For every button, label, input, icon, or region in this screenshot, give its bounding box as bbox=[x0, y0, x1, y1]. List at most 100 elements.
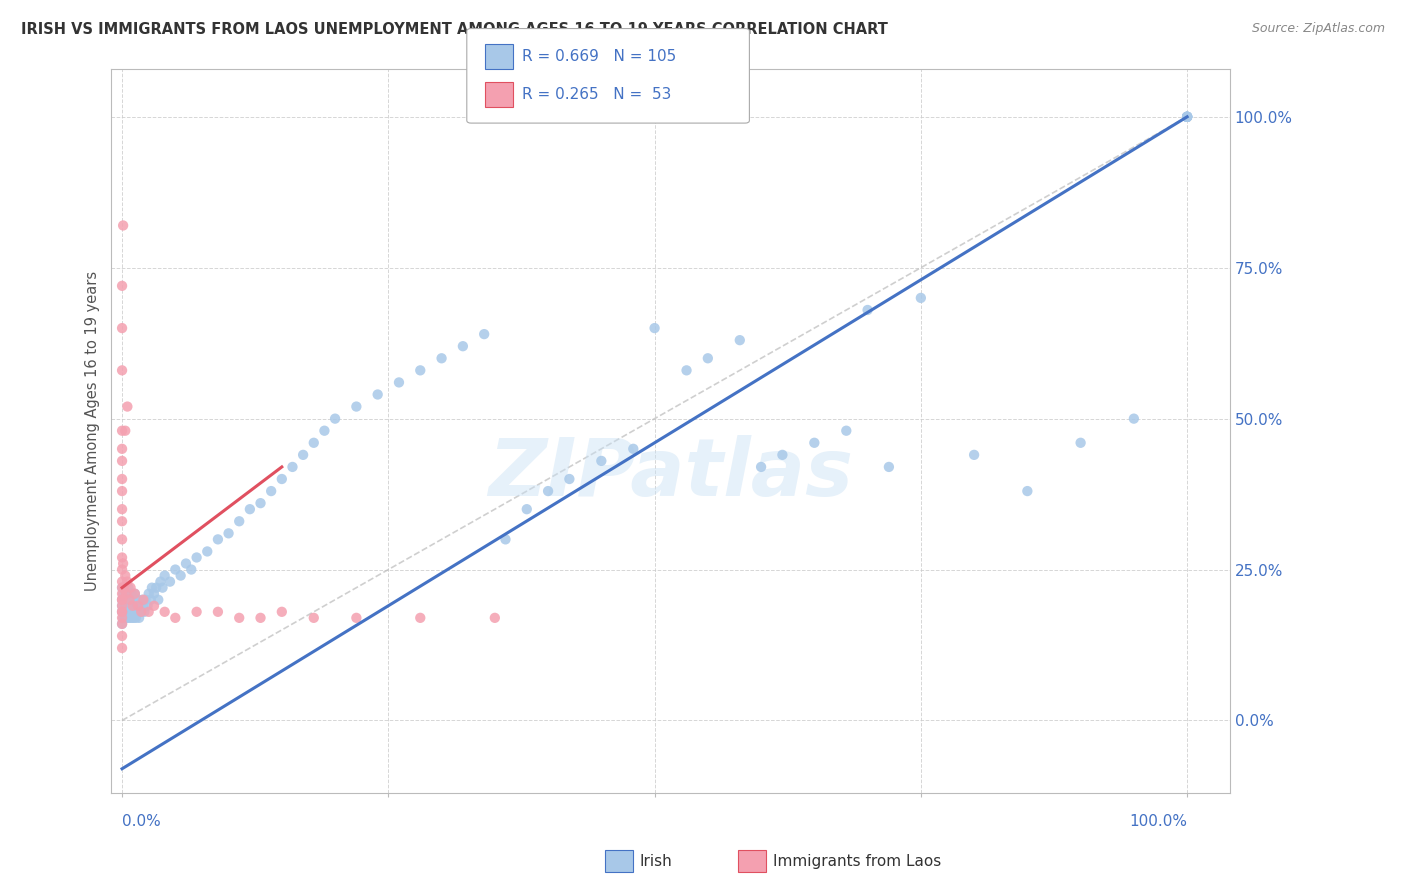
Point bbox=[121, 611, 143, 625]
Point bbox=[111, 605, 134, 619]
Point bbox=[118, 611, 141, 625]
Point bbox=[111, 574, 134, 589]
Point bbox=[111, 321, 134, 335]
Point bbox=[112, 592, 135, 607]
Point bbox=[186, 550, 208, 565]
Point bbox=[186, 605, 208, 619]
Point bbox=[1070, 435, 1092, 450]
Point bbox=[143, 599, 166, 613]
Point bbox=[111, 550, 134, 565]
Point bbox=[696, 351, 718, 366]
Point bbox=[127, 599, 149, 613]
Point bbox=[270, 472, 292, 486]
Point bbox=[132, 599, 155, 613]
Point bbox=[124, 587, 146, 601]
Point bbox=[323, 411, 346, 425]
Point bbox=[149, 574, 172, 589]
Point bbox=[112, 581, 135, 595]
Point bbox=[136, 599, 159, 613]
Point bbox=[129, 605, 152, 619]
Point bbox=[1175, 110, 1198, 124]
Point bbox=[132, 592, 155, 607]
Point bbox=[1175, 110, 1198, 124]
Point bbox=[430, 351, 453, 366]
Point bbox=[138, 605, 160, 619]
Point bbox=[112, 605, 135, 619]
Point bbox=[111, 599, 134, 613]
Point bbox=[111, 616, 134, 631]
Point bbox=[111, 533, 134, 547]
Point bbox=[111, 592, 134, 607]
Point bbox=[344, 611, 367, 625]
Y-axis label: Unemployment Among Ages 16 to 19 years: Unemployment Among Ages 16 to 19 years bbox=[86, 270, 100, 591]
Point bbox=[111, 599, 134, 613]
Point bbox=[117, 592, 139, 607]
Point bbox=[111, 454, 134, 468]
Point bbox=[281, 459, 304, 474]
Point bbox=[388, 376, 411, 390]
Point bbox=[239, 502, 262, 516]
Point bbox=[111, 581, 134, 595]
Point bbox=[128, 611, 150, 625]
Point bbox=[127, 592, 149, 607]
Point bbox=[174, 557, 197, 571]
Point bbox=[122, 611, 145, 625]
Point bbox=[675, 363, 697, 377]
Point bbox=[180, 563, 202, 577]
Point bbox=[558, 472, 581, 486]
Point bbox=[484, 611, 506, 625]
Point bbox=[537, 484, 560, 499]
Point bbox=[121, 592, 143, 607]
Point bbox=[115, 587, 138, 601]
Point bbox=[117, 581, 139, 595]
Point bbox=[111, 581, 134, 595]
Point bbox=[1017, 484, 1039, 499]
Point bbox=[302, 611, 325, 625]
Point bbox=[228, 514, 250, 528]
Point bbox=[114, 424, 136, 438]
Point bbox=[770, 448, 793, 462]
Point bbox=[195, 544, 218, 558]
Point bbox=[127, 605, 149, 619]
Point bbox=[111, 472, 134, 486]
Point bbox=[260, 484, 283, 499]
Text: Irish: Irish bbox=[640, 855, 672, 869]
Point bbox=[145, 581, 167, 595]
Point bbox=[249, 496, 271, 510]
Point bbox=[367, 387, 389, 401]
Point bbox=[409, 363, 432, 377]
Point bbox=[111, 629, 134, 643]
Point bbox=[121, 587, 143, 601]
Point bbox=[131, 592, 153, 607]
Point bbox=[111, 616, 134, 631]
Point bbox=[129, 599, 152, 613]
Text: ZIPatlas: ZIPatlas bbox=[488, 435, 853, 513]
Point bbox=[159, 574, 181, 589]
Point bbox=[621, 442, 644, 456]
Point bbox=[121, 599, 143, 613]
Point bbox=[111, 640, 134, 655]
Point bbox=[169, 568, 191, 582]
Text: R = 0.265   N =  53: R = 0.265 N = 53 bbox=[522, 87, 671, 102]
Point bbox=[111, 592, 134, 607]
Point bbox=[111, 424, 134, 438]
Point bbox=[139, 592, 162, 607]
Point bbox=[118, 592, 141, 607]
Point bbox=[910, 291, 932, 305]
Point bbox=[138, 587, 160, 601]
Point bbox=[125, 611, 148, 625]
Point bbox=[124, 587, 146, 601]
Point bbox=[115, 587, 138, 601]
Point bbox=[114, 599, 136, 613]
Point bbox=[120, 605, 142, 619]
Point bbox=[111, 514, 134, 528]
Text: R = 0.669   N = 105: R = 0.669 N = 105 bbox=[522, 49, 676, 63]
Point bbox=[111, 442, 134, 456]
Point bbox=[111, 605, 134, 619]
Point bbox=[134, 592, 156, 607]
Point bbox=[134, 605, 156, 619]
Point bbox=[207, 605, 229, 619]
Point bbox=[111, 611, 134, 625]
Point bbox=[125, 599, 148, 613]
Point bbox=[302, 435, 325, 450]
